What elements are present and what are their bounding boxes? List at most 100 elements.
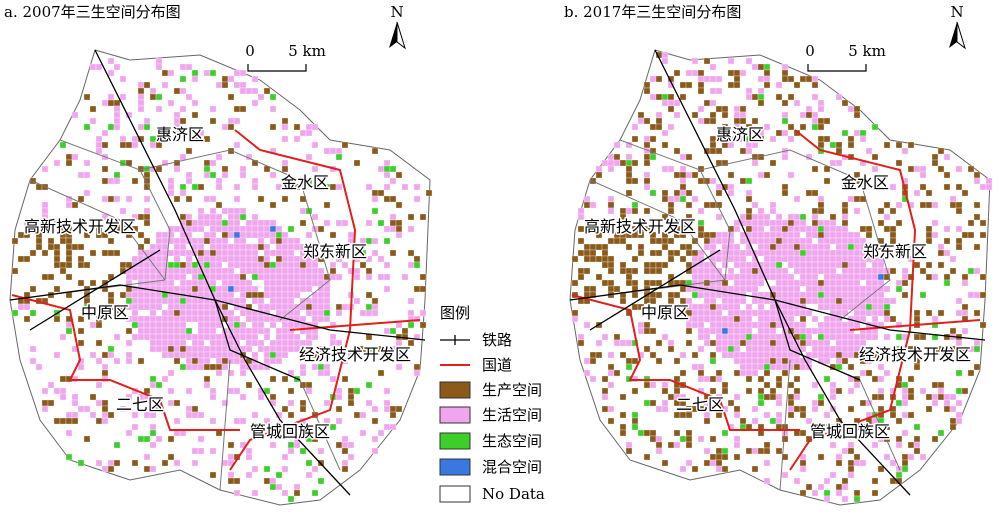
land-cell xyxy=(817,225,825,233)
land-cell xyxy=(973,177,981,185)
land-cell xyxy=(119,93,127,101)
land-cell xyxy=(703,399,711,407)
land-cell xyxy=(335,309,343,317)
land-cell xyxy=(859,315,867,323)
land-cell xyxy=(811,381,819,389)
land-cell xyxy=(383,285,391,293)
land-cell xyxy=(53,417,61,425)
land-cell xyxy=(871,375,879,383)
land-cell xyxy=(721,297,729,305)
land-cell xyxy=(413,285,421,293)
land-cell xyxy=(769,327,777,335)
land-cell xyxy=(721,465,729,473)
land-cell xyxy=(131,459,139,467)
land-cell xyxy=(787,261,795,269)
land-cell xyxy=(733,219,741,227)
land-cell xyxy=(215,153,223,161)
land-cell xyxy=(179,339,187,347)
land-cell xyxy=(907,393,915,401)
land-cell xyxy=(197,315,205,323)
land-cell xyxy=(703,99,711,107)
land-cell xyxy=(161,327,169,335)
land-cell xyxy=(65,321,73,329)
land-cell xyxy=(407,213,415,221)
land-cell xyxy=(703,237,711,245)
land-cell xyxy=(661,195,669,203)
land-cell xyxy=(775,381,783,389)
land-cell xyxy=(745,345,753,353)
land-cell xyxy=(185,171,193,179)
land-cell xyxy=(733,255,741,263)
land-cell xyxy=(931,273,939,281)
land-cell xyxy=(847,465,855,473)
land-cell xyxy=(619,423,627,431)
land-cell xyxy=(257,219,265,227)
land-cell xyxy=(979,291,987,299)
land-cell xyxy=(727,189,735,197)
land-cell xyxy=(763,69,771,77)
land-cell xyxy=(239,285,247,293)
land-cell xyxy=(353,297,361,305)
land-cell xyxy=(631,123,639,131)
land-cell xyxy=(577,267,585,275)
land-cell xyxy=(155,255,163,263)
land-cell xyxy=(347,399,355,407)
land-cell xyxy=(233,69,241,77)
land-cell xyxy=(691,171,699,179)
land-cell xyxy=(679,255,687,263)
land-cell xyxy=(173,111,181,119)
land-cell xyxy=(281,165,289,173)
land-cell xyxy=(823,321,831,329)
land-cell xyxy=(203,237,211,245)
land-cell xyxy=(643,429,651,437)
land-cell xyxy=(347,231,355,239)
land-cell xyxy=(871,333,879,341)
land-cell xyxy=(805,267,813,275)
land-cell xyxy=(841,285,849,293)
land-cell xyxy=(221,237,229,245)
land-cell xyxy=(757,309,765,317)
land-cell xyxy=(269,351,277,359)
land-cell xyxy=(41,165,49,173)
land-cell xyxy=(23,231,31,239)
land-cell xyxy=(239,225,247,233)
land-cell xyxy=(173,417,181,425)
land-cell xyxy=(233,279,241,287)
land-cell xyxy=(275,351,283,359)
land-cell xyxy=(53,315,61,323)
land-cell xyxy=(721,111,729,119)
land-cell xyxy=(101,285,109,293)
land-cell xyxy=(173,327,181,335)
legend-label: 混合空间 xyxy=(482,458,542,476)
land-cell xyxy=(835,261,843,269)
land-cell xyxy=(197,327,205,335)
land-cell xyxy=(979,219,987,227)
land-cell xyxy=(781,285,789,293)
land-cell xyxy=(769,339,777,347)
land-cell xyxy=(287,237,295,245)
land-cell xyxy=(311,279,319,287)
land-cell xyxy=(281,339,289,347)
land-cell xyxy=(143,321,151,329)
land-cell xyxy=(77,405,85,413)
land-cell xyxy=(281,249,289,257)
district-label: 中原区 xyxy=(81,303,129,322)
land-cell xyxy=(697,435,705,443)
land-cell xyxy=(589,375,597,383)
land-cell xyxy=(155,339,163,347)
land-cell xyxy=(709,453,717,461)
land-cell xyxy=(269,279,277,287)
land-cell xyxy=(607,267,615,275)
land-cell xyxy=(209,333,217,341)
land-cell xyxy=(269,357,277,365)
land-cell xyxy=(197,345,205,353)
land-cell xyxy=(787,399,795,407)
land-cell xyxy=(733,297,741,305)
land-cell xyxy=(685,69,693,77)
land-cell xyxy=(823,375,831,383)
land-cell xyxy=(185,279,193,287)
land-cell xyxy=(745,87,753,95)
land-cell xyxy=(71,153,79,161)
land-cell xyxy=(113,111,121,119)
land-cell xyxy=(721,381,729,389)
